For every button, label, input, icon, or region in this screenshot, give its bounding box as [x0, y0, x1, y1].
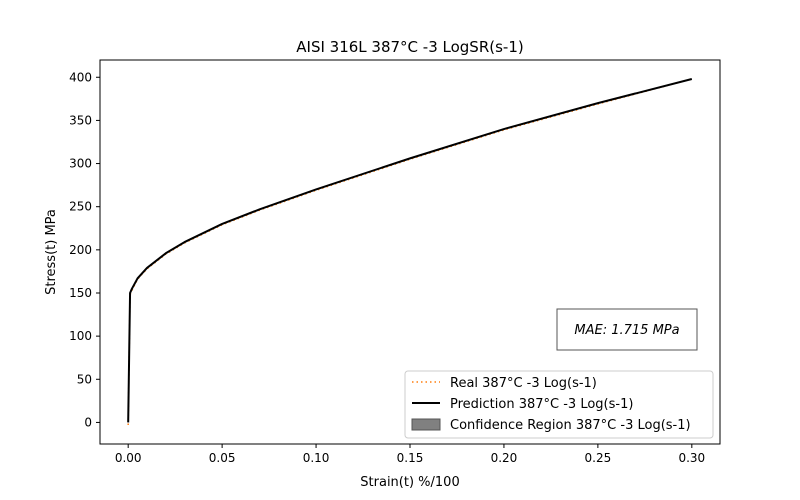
x-tick-label: 0.20 [491, 451, 518, 465]
prediction-series-line [127, 78, 693, 423]
y-tick-label: 200 [69, 243, 92, 257]
legend-label-prediction: Prediction 387°C -3 Log(s-1) [450, 397, 633, 412]
x-axis: 0.00 0.05 0.10 0.15 0.20 0.25 0.30 [115, 444, 705, 465]
x-tick-label: 0.30 [678, 451, 705, 465]
mae-annotation-text: MAE: 1.715 MPa [574, 323, 679, 338]
x-tick-label: 0.25 [585, 451, 612, 465]
series-layer [127, 78, 693, 426]
y-tick-label: 250 [69, 200, 92, 214]
mae-annotation-box: MAE: 1.715 MPa [556, 308, 698, 351]
legend: Real 387°C -3 Log(s-1) Prediction 387°C … [404, 370, 714, 439]
x-tick-label: 0.05 [209, 451, 236, 465]
y-axis: 0 50 100 150 200 250 300 350 400 [69, 70, 100, 429]
legend-label-confidence: Confidence Region 387°C -3 Log(s-1) [450, 418, 691, 433]
legend-swatch-confidence [411, 418, 441, 431]
legend-label-real: Real 387°C -3 Log(s-1) [450, 376, 597, 391]
y-tick-label: 350 [69, 113, 92, 127]
x-tick-label: 0.00 [115, 451, 142, 465]
y-tick-label: 150 [69, 286, 92, 300]
x-axis-label: Strain(t) %/100 [360, 475, 459, 490]
chart-title: AISI 316L 387°C -3 LogSR(s-1) [296, 38, 523, 56]
y-axis-label: Stress(t) MPa [44, 209, 59, 295]
x-tick-label: 0.15 [397, 451, 424, 465]
y-tick-label: 100 [69, 329, 92, 343]
y-tick-label: 50 [77, 372, 92, 386]
y-tick-label: 400 [69, 70, 92, 84]
y-tick-label: 300 [69, 157, 92, 171]
y-tick-label: 0 [84, 415, 92, 429]
x-tick-label: 0.10 [303, 451, 330, 465]
